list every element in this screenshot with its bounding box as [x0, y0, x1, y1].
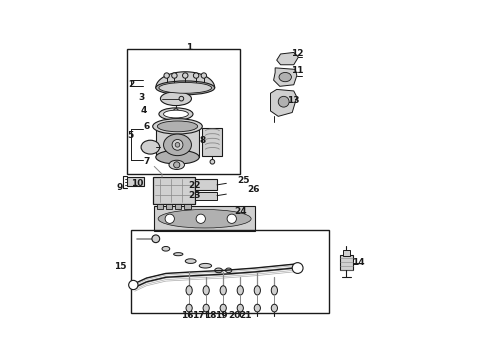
- Text: 14: 14: [352, 258, 365, 267]
- Ellipse shape: [220, 286, 226, 295]
- Circle shape: [173, 162, 180, 168]
- Circle shape: [183, 73, 188, 78]
- Ellipse shape: [203, 286, 209, 295]
- Circle shape: [292, 263, 303, 274]
- Polygon shape: [277, 53, 298, 65]
- Text: 24: 24: [235, 207, 247, 216]
- Bar: [127, 177, 144, 186]
- Ellipse shape: [254, 304, 260, 312]
- Circle shape: [175, 143, 180, 147]
- Text: 23: 23: [188, 191, 201, 200]
- Bar: [175, 204, 181, 209]
- Ellipse shape: [186, 304, 192, 312]
- Circle shape: [172, 139, 183, 150]
- Text: 12: 12: [292, 49, 304, 58]
- Ellipse shape: [160, 92, 192, 105]
- Circle shape: [194, 73, 199, 78]
- Circle shape: [129, 280, 138, 289]
- Circle shape: [196, 214, 205, 223]
- Bar: [202, 128, 222, 156]
- Text: 13: 13: [288, 96, 300, 105]
- Text: 6: 6: [144, 122, 149, 131]
- Text: 1: 1: [186, 43, 192, 52]
- Bar: [131, 230, 329, 313]
- Ellipse shape: [164, 134, 192, 156]
- Ellipse shape: [157, 121, 197, 132]
- Text: 26: 26: [247, 185, 260, 194]
- Ellipse shape: [237, 304, 244, 312]
- Ellipse shape: [215, 268, 222, 273]
- Circle shape: [278, 96, 289, 107]
- Ellipse shape: [185, 259, 196, 264]
- Circle shape: [172, 73, 177, 78]
- Circle shape: [173, 109, 178, 113]
- Circle shape: [201, 73, 207, 78]
- Text: 2: 2: [128, 80, 134, 89]
- Polygon shape: [156, 72, 215, 88]
- Text: 17: 17: [192, 311, 205, 320]
- Text: 18: 18: [204, 311, 216, 320]
- Ellipse shape: [237, 286, 244, 295]
- Bar: [127, 49, 240, 174]
- Ellipse shape: [159, 82, 212, 93]
- Ellipse shape: [199, 264, 212, 268]
- Bar: [196, 192, 217, 199]
- Text: 15: 15: [114, 262, 126, 271]
- Circle shape: [152, 235, 160, 243]
- Ellipse shape: [156, 150, 199, 164]
- Ellipse shape: [225, 268, 232, 273]
- Ellipse shape: [164, 110, 188, 118]
- Ellipse shape: [159, 108, 193, 120]
- Ellipse shape: [271, 286, 277, 295]
- Ellipse shape: [271, 304, 277, 312]
- Text: 25: 25: [237, 176, 249, 185]
- Ellipse shape: [254, 286, 260, 295]
- Ellipse shape: [156, 81, 215, 95]
- Ellipse shape: [279, 72, 292, 82]
- Circle shape: [179, 96, 184, 101]
- Bar: [184, 204, 191, 209]
- Ellipse shape: [141, 140, 160, 154]
- Text: 7: 7: [143, 157, 149, 166]
- Polygon shape: [270, 89, 297, 116]
- Bar: [153, 177, 196, 204]
- Ellipse shape: [162, 247, 170, 251]
- Bar: [340, 255, 353, 270]
- Text: 8: 8: [200, 136, 206, 145]
- Ellipse shape: [186, 286, 192, 295]
- Circle shape: [227, 214, 236, 223]
- Ellipse shape: [173, 253, 183, 256]
- Text: 5: 5: [127, 131, 133, 140]
- Text: 10: 10: [131, 179, 144, 188]
- Bar: [343, 250, 350, 256]
- Ellipse shape: [169, 160, 184, 170]
- Circle shape: [165, 214, 174, 223]
- Bar: [157, 204, 163, 209]
- Polygon shape: [273, 68, 297, 86]
- Bar: [196, 180, 217, 190]
- Bar: [154, 206, 255, 231]
- Text: 21: 21: [240, 311, 252, 320]
- Text: 20: 20: [228, 311, 240, 320]
- Circle shape: [210, 159, 215, 164]
- Bar: [166, 204, 172, 209]
- Text: 3: 3: [139, 93, 145, 102]
- Text: 16: 16: [181, 311, 194, 320]
- Text: 11: 11: [292, 66, 304, 75]
- Text: 9: 9: [117, 183, 123, 192]
- Ellipse shape: [158, 210, 251, 228]
- Text: 22: 22: [188, 181, 201, 190]
- Ellipse shape: [220, 304, 226, 312]
- Ellipse shape: [203, 304, 209, 312]
- Circle shape: [164, 73, 170, 78]
- Text: 4: 4: [140, 107, 147, 116]
- Ellipse shape: [153, 119, 202, 134]
- Text: 19: 19: [216, 311, 228, 320]
- Polygon shape: [156, 126, 199, 157]
